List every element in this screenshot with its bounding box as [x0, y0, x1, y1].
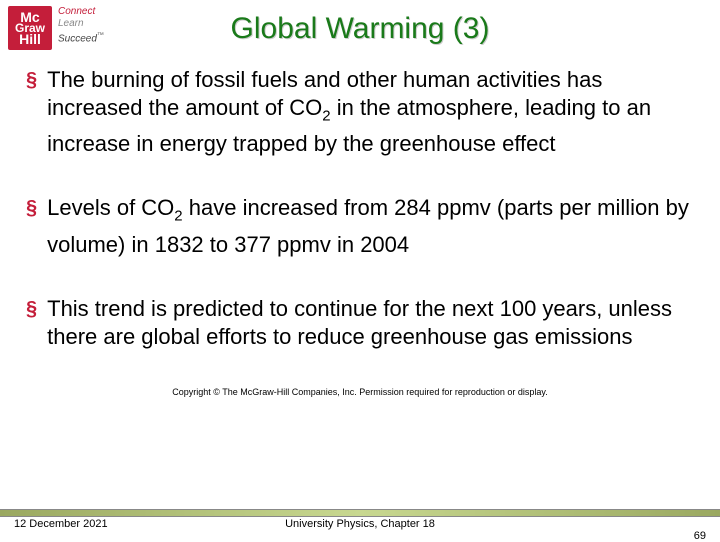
logo-text-hill: Hill — [19, 34, 41, 45]
bullet-marker-icon: § — [26, 66, 37, 94]
trademark: ™ — [97, 32, 104, 39]
bullet-item: § Levels of CO2 have increased from 284 … — [26, 194, 694, 258]
footer-date: 12 December 2021 — [14, 518, 108, 530]
slide-content: § The burning of fossil fuels and other … — [0, 46, 720, 397]
logo-tagline: Connect Learn Succeed™ — [58, 6, 104, 45]
footer-page-number: 69 — [694, 530, 706, 542]
tagline-connect: Connect — [58, 6, 95, 17]
logo-area: Mc Graw Hill Connect Learn Succeed™ — [8, 6, 104, 50]
bullet-text: This trend is predicted to continue for … — [47, 295, 694, 351]
copyright-text: Copyright © The McGraw-Hill Companies, I… — [26, 387, 694, 397]
slide-title: Global Warming (3) — [0, 0, 720, 46]
bullet-marker-icon: § — [26, 295, 37, 323]
tagline-succeed: Succeed — [58, 33, 97, 44]
bullet-item: § This trend is predicted to continue fo… — [26, 295, 694, 351]
bullet-item: § The burning of fossil fuels and other … — [26, 66, 694, 158]
bullet-marker-icon: § — [26, 194, 37, 222]
footer-divider-bar — [0, 510, 720, 516]
mcgraw-hill-logo: Mc Graw Hill — [8, 6, 52, 50]
bullet-text: Levels of CO2 have increased from 284 pp… — [47, 194, 694, 258]
slide-footer: 12 December 2021 University Physics, Cha… — [0, 518, 720, 536]
bullet-text: The burning of fossil fuels and other hu… — [47, 66, 694, 158]
footer-chapter: University Physics, Chapter 18 — [0, 518, 720, 530]
tagline-learn: Learn — [58, 18, 84, 29]
